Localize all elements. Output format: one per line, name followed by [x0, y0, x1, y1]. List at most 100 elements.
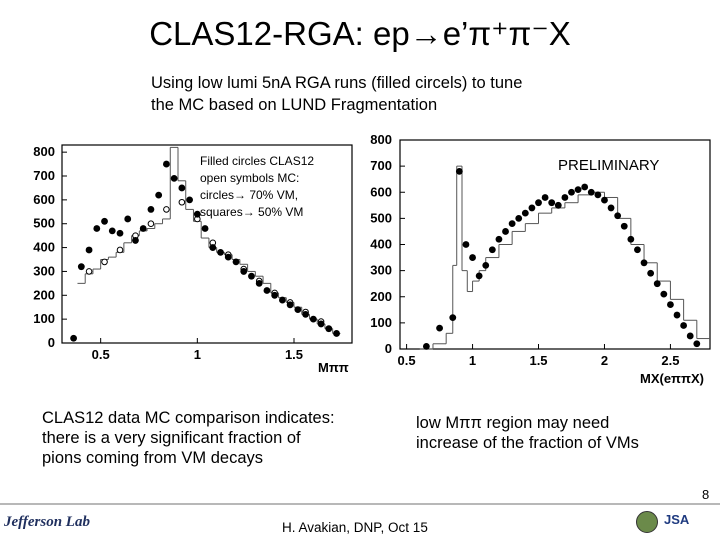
y-tick-label: 300 [33, 263, 55, 278]
x-tick-label: 2.5 [661, 353, 679, 368]
slide-title: CLAS12-RGA: ep→e’π⁺π⁻X [0, 14, 720, 54]
data-point [495, 235, 503, 243]
page-number: 8 [702, 487, 710, 502]
data-point [640, 259, 648, 267]
data-point [436, 324, 443, 332]
left-legend-line-3: circles→ 70% VM, [200, 188, 298, 202]
y-tick-label: 100 [33, 311, 55, 326]
data-point [587, 188, 595, 196]
caption-left: CLAS12 data MC comparison indicates: the… [42, 408, 382, 468]
x-tick-label: 1.5 [285, 347, 303, 362]
data-point [653, 280, 661, 288]
data-point [248, 272, 255, 280]
data-point [455, 167, 463, 175]
mc-open-circle [101, 258, 108, 266]
data-point [116, 229, 124, 237]
data-point [255, 279, 263, 287]
caption-left-line-2: there is a very significant fraction of [42, 429, 301, 447]
y-tick-label: 300 [370, 263, 392, 278]
title-rest: e’π⁺π⁻X [442, 15, 571, 52]
subtitle: Using low lumi 5nA RGA runs (filled circ… [151, 72, 591, 116]
x-tick-label: 1 [469, 353, 476, 368]
data-point [93, 225, 101, 232]
left-plot-data-points [70, 160, 340, 342]
y-tick-label: 100 [370, 315, 392, 330]
data-point [614, 212, 622, 220]
data-point [693, 340, 701, 348]
y-tick-label: 600 [33, 192, 55, 207]
data-point [325, 325, 333, 333]
data-point [170, 174, 178, 182]
right-plot-ticks: 0 100 200 300 400 500 600 700 800 0.5 1 1.5 2 2.5 [370, 132, 679, 368]
data-point [85, 246, 93, 254]
data-point [528, 204, 536, 212]
data-point [139, 225, 147, 232]
data-point [124, 215, 132, 223]
data-point [554, 201, 562, 209]
data-point [515, 214, 523, 222]
data-point [502, 228, 509, 235]
subtitle-line-2: the MC based on LUND Fragmentation [151, 96, 438, 114]
data-point [594, 191, 602, 199]
data-point [601, 196, 608, 204]
data-point [224, 253, 232, 261]
data-point [627, 235, 635, 243]
data-point [607, 204, 615, 212]
y-tick-label: 0 [385, 341, 392, 356]
data-point [271, 291, 279, 299]
y-tick-label: 800 [33, 144, 55, 159]
data-point [449, 314, 457, 322]
y-tick-label: 700 [370, 158, 392, 173]
footer-divider [0, 503, 720, 505]
data-point [561, 194, 569, 201]
data-point [209, 244, 217, 251]
caption-right-line-1: low Mππ region may need [416, 414, 610, 432]
data-point [673, 311, 681, 319]
mc-open-circle [147, 220, 155, 228]
data-point [548, 199, 556, 207]
data-point [232, 258, 240, 266]
data-point [163, 160, 170, 168]
data-point [568, 188, 575, 196]
y-tick-label: 200 [33, 287, 55, 302]
doe-seal-icon [636, 511, 658, 533]
data-point [193, 210, 201, 218]
y-tick-label: 200 [370, 289, 392, 304]
data-point [309, 315, 317, 323]
y-tick-label: 700 [33, 168, 55, 183]
data-point [294, 306, 302, 314]
data-point [286, 301, 294, 309]
data-point [333, 330, 340, 337]
left-legend-line-1: Filled circles CLAS12 [200, 154, 314, 168]
data-point [581, 183, 589, 191]
data-point [574, 186, 582, 194]
data-point [132, 237, 139, 244]
left-legend-line-2: open symbols MC: [200, 171, 299, 185]
y-tick-label: 800 [370, 132, 392, 147]
left-legend-line-4: squares→ 50% VM [200, 205, 303, 219]
plot-frame-box [399, 139, 711, 350]
data-point [535, 199, 542, 207]
data-point [508, 220, 516, 228]
data-point [667, 301, 674, 308]
data-point [263, 287, 271, 294]
data-point [647, 269, 655, 277]
left-plot-xlabel: Mππ [318, 360, 349, 375]
mc-open-circle [116, 246, 124, 254]
data-point [660, 290, 668, 298]
y-tick-label: 400 [370, 237, 392, 252]
mc-open-circle [85, 268, 93, 275]
plot-frame-box [61, 144, 353, 344]
data-point [302, 310, 309, 318]
data-point [155, 191, 163, 199]
caption-left-line-3: pions coming from VM decays [42, 449, 264, 467]
data-point [279, 296, 286, 304]
data-point [108, 227, 116, 235]
data-point [634, 246, 641, 254]
jsa-logo: JSA [664, 512, 690, 527]
data-point [541, 194, 549, 201]
data-point [482, 262, 490, 269]
x-tick-label: 0.5 [398, 353, 416, 368]
